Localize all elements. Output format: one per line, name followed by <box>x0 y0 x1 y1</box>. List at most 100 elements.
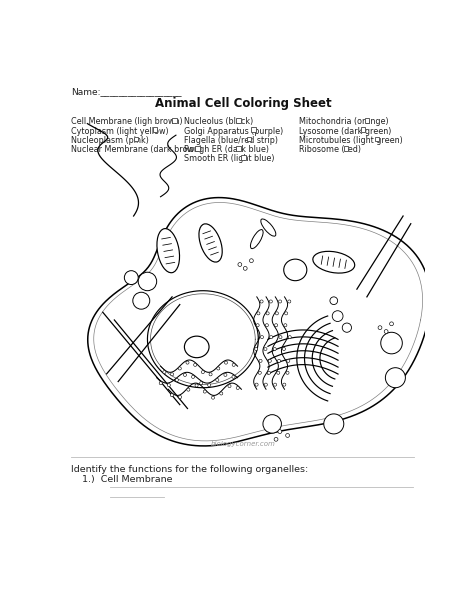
Bar <box>153 128 157 132</box>
Ellipse shape <box>288 335 291 338</box>
Ellipse shape <box>178 367 182 370</box>
Ellipse shape <box>342 323 352 332</box>
Text: Smooth ER (light blue): Smooth ER (light blue) <box>183 154 274 164</box>
Ellipse shape <box>330 297 337 305</box>
Text: Identify the functions for the following organelles:: Identify the functions for the following… <box>71 465 309 474</box>
Bar <box>247 137 251 142</box>
Polygon shape <box>88 197 430 446</box>
Ellipse shape <box>238 262 242 267</box>
Ellipse shape <box>259 359 262 362</box>
Ellipse shape <box>232 364 235 367</box>
Text: Flagella (blue/red strip): Flagella (blue/red strip) <box>183 136 278 145</box>
Text: 1.)  Cell Membrane: 1.) Cell Membrane <box>82 474 173 484</box>
Bar <box>241 155 246 160</box>
Ellipse shape <box>378 326 382 330</box>
Text: Cell Membrane (ligh brown): Cell Membrane (ligh brown) <box>71 118 183 126</box>
Ellipse shape <box>265 324 268 327</box>
Ellipse shape <box>263 414 282 433</box>
Ellipse shape <box>201 370 204 374</box>
Ellipse shape <box>195 384 198 387</box>
Ellipse shape <box>199 224 222 262</box>
Ellipse shape <box>279 300 282 303</box>
Ellipse shape <box>249 259 253 262</box>
Ellipse shape <box>209 373 212 376</box>
Ellipse shape <box>243 267 247 270</box>
Ellipse shape <box>225 361 228 364</box>
Ellipse shape <box>203 390 206 393</box>
Text: Golgi Apparatus (purple): Golgi Apparatus (purple) <box>183 127 283 135</box>
Ellipse shape <box>288 300 291 303</box>
Text: Nuclear Membrane (dark brown): Nuclear Membrane (dark brown) <box>71 145 202 154</box>
Ellipse shape <box>277 359 281 362</box>
Text: biologycorner.com: biologycorner.com <box>210 441 275 447</box>
Ellipse shape <box>284 312 288 315</box>
Ellipse shape <box>232 375 235 378</box>
Ellipse shape <box>269 300 273 303</box>
Ellipse shape <box>286 433 290 438</box>
Ellipse shape <box>194 364 197 367</box>
Ellipse shape <box>256 324 259 327</box>
Ellipse shape <box>236 386 239 389</box>
Text: Nucleoplasm (pink): Nucleoplasm (pink) <box>71 136 149 145</box>
Bar <box>195 146 200 151</box>
Polygon shape <box>147 291 258 387</box>
Ellipse shape <box>267 371 271 375</box>
Text: Mitochondria (orange): Mitochondria (orange) <box>299 118 389 126</box>
Ellipse shape <box>390 322 393 326</box>
Ellipse shape <box>255 383 258 386</box>
Ellipse shape <box>179 395 182 398</box>
Bar <box>344 146 348 151</box>
Ellipse shape <box>332 311 343 321</box>
Ellipse shape <box>264 348 267 351</box>
Bar <box>365 118 369 123</box>
Text: Animal Cell Coloring Sheet: Animal Cell Coloring Sheet <box>155 97 331 110</box>
Ellipse shape <box>187 388 190 391</box>
Ellipse shape <box>258 371 261 375</box>
Ellipse shape <box>250 230 263 249</box>
Ellipse shape <box>216 378 219 381</box>
Ellipse shape <box>184 336 209 358</box>
Ellipse shape <box>385 368 405 387</box>
Ellipse shape <box>313 251 355 273</box>
Ellipse shape <box>191 375 195 378</box>
Ellipse shape <box>255 348 258 351</box>
Ellipse shape <box>273 348 276 351</box>
Ellipse shape <box>124 271 138 284</box>
Ellipse shape <box>186 361 189 364</box>
Ellipse shape <box>384 330 388 333</box>
Ellipse shape <box>163 370 166 374</box>
Bar <box>374 137 379 142</box>
Ellipse shape <box>274 438 278 441</box>
Ellipse shape <box>171 373 173 376</box>
Bar <box>134 137 138 142</box>
Ellipse shape <box>170 394 173 397</box>
Ellipse shape <box>283 383 286 386</box>
Bar <box>236 146 241 151</box>
Ellipse shape <box>224 373 227 376</box>
Text: Microtubules (light green): Microtubules (light green) <box>299 136 403 145</box>
Ellipse shape <box>260 335 264 338</box>
Ellipse shape <box>278 430 282 433</box>
Bar <box>172 118 177 123</box>
Ellipse shape <box>159 382 162 385</box>
Ellipse shape <box>211 396 215 399</box>
Ellipse shape <box>261 219 276 236</box>
Ellipse shape <box>283 348 285 351</box>
Ellipse shape <box>273 383 277 386</box>
Ellipse shape <box>264 383 267 386</box>
Text: Name:__________________: Name:__________________ <box>71 88 182 96</box>
Ellipse shape <box>274 324 278 327</box>
Ellipse shape <box>324 414 344 434</box>
Ellipse shape <box>275 312 278 315</box>
Bar <box>361 128 365 132</box>
Ellipse shape <box>183 373 187 376</box>
Ellipse shape <box>284 259 307 281</box>
Text: Ribosome (red): Ribosome (red) <box>299 145 361 154</box>
Ellipse shape <box>220 392 223 395</box>
Text: Rough ER (dark blue): Rough ER (dark blue) <box>183 145 269 154</box>
Ellipse shape <box>200 382 203 385</box>
Ellipse shape <box>270 335 273 338</box>
Text: Cytoplasm (light yellow): Cytoplasm (light yellow) <box>71 127 169 135</box>
Ellipse shape <box>286 371 289 375</box>
Ellipse shape <box>257 312 260 315</box>
